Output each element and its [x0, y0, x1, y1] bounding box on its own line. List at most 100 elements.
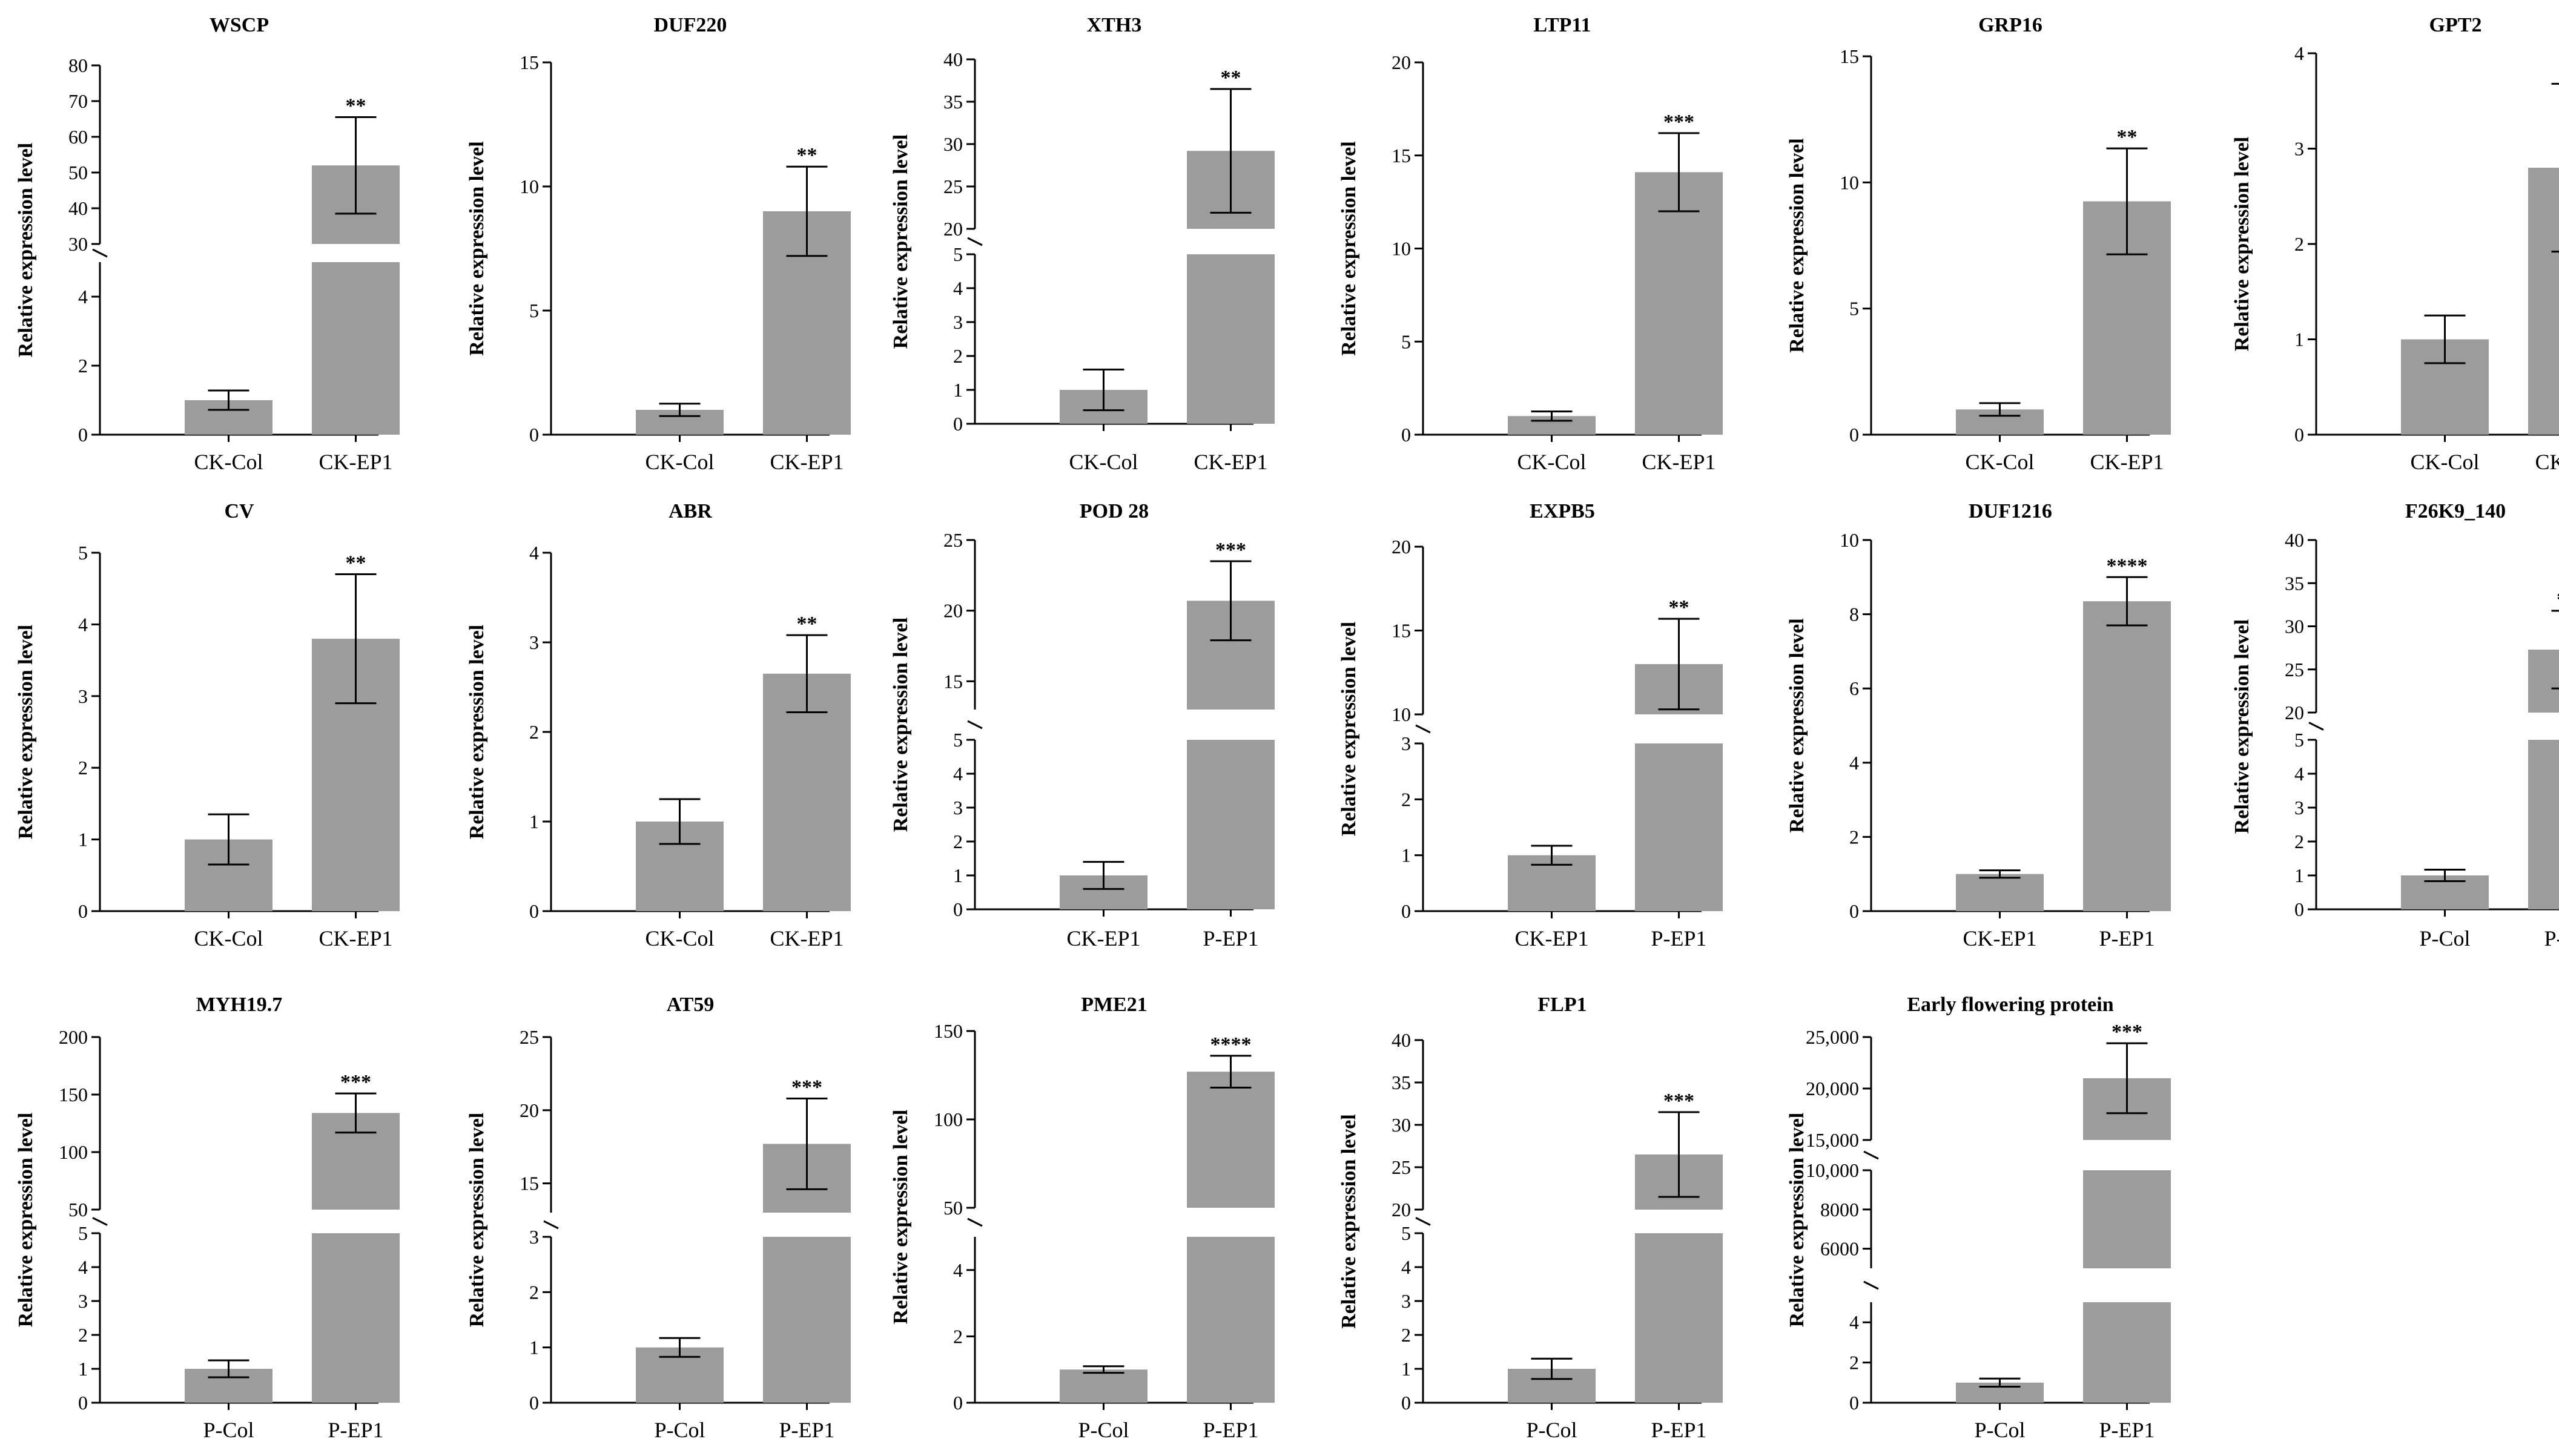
- significance-label: **: [1669, 596, 1689, 619]
- chart-panel: FLP1 Relative expression level 0 1 2 3 4 520 25 3…: [1338, 993, 1723, 1442]
- y-tick-label: 2: [953, 345, 963, 367]
- y-tick-label: 35: [943, 91, 963, 113]
- y-axis-label: Relative expression level: [15, 143, 37, 357]
- x-tick-label: CK-EP1: [770, 926, 844, 950]
- x-tick-label: P-Col: [1526, 1418, 1577, 1442]
- x-tick-label: CK-Col: [645, 450, 714, 474]
- y-tick-label: 5: [953, 729, 963, 751]
- chart-panel: GRP16 Relative expression level 0 5 10 15 CK-C…: [1786, 14, 2171, 474]
- significance-label: **: [1221, 67, 1241, 89]
- y-tick-label: 4: [2294, 763, 2304, 785]
- chart-title: AT59: [667, 993, 715, 1016]
- y-tick-label: 20: [1392, 1199, 1411, 1220]
- y-tick-label: 5: [1401, 331, 1411, 352]
- y-tick-label: 100: [59, 1141, 88, 1163]
- y-tick-label: 15: [1392, 620, 1411, 642]
- chart-panel: POD 28 Relative expression level 0 1 2 3 4 5 15 2…: [890, 500, 1275, 950]
- y-tick-label: 3: [953, 797, 963, 819]
- y-tick-label: 40: [68, 197, 88, 219]
- y-tick-label: 40: [943, 48, 963, 70]
- y-axis-label: Relative expression level: [1786, 1113, 1808, 1327]
- y-axis-label: Relative expression level: [890, 618, 912, 832]
- bar: [1187, 254, 1275, 424]
- y-axis-label: Relative expression level: [1338, 622, 1360, 836]
- x-tick-label: CK-EP1: [2535, 450, 2559, 474]
- y-tick-label: 0: [1401, 424, 1411, 446]
- chart-panel: PME21 Relative expression level 0 2 4 50 100 15…: [890, 993, 1275, 1442]
- y-tick-label: 150: [934, 1020, 963, 1042]
- y-tick-label: 8000: [1820, 1199, 1859, 1220]
- axis-break-mark: [1415, 724, 1431, 734]
- y-tick-label: 0: [1849, 424, 1859, 446]
- x-tick-label: P-EP1: [1651, 926, 1706, 950]
- y-axis-label: Relative expression level: [890, 1110, 912, 1324]
- x-tick-label: P-EP1: [1203, 926, 1258, 950]
- y-tick-label: 4: [1849, 752, 1859, 774]
- y-tick-label: 20: [943, 218, 963, 240]
- y-tick-label: 50: [68, 1199, 88, 1220]
- x-tick-label: P-EP1: [1203, 1418, 1258, 1442]
- bar: [1635, 1233, 1723, 1403]
- y-tick-label: 3: [78, 685, 88, 707]
- y-tick-label: 2: [529, 721, 539, 743]
- y-tick-label: 6: [1849, 677, 1859, 699]
- chart-panel: GPT2 Relative expression level 0 1 2 3 4 CK-Col…: [2231, 14, 2559, 474]
- y-tick-label: 100: [934, 1108, 963, 1130]
- bar: [1187, 1237, 1275, 1403]
- x-tick-label: P-EP1: [2099, 1418, 2155, 1442]
- chart-panel: ABR Relative expression level 0 1 2 3 4 CK-Col *…: [466, 500, 851, 950]
- significance-label: **: [346, 95, 366, 117]
- y-tick-label: 0: [529, 1392, 539, 1414]
- y-tick-label: 4: [2294, 42, 2304, 64]
- y-axis-label: Relative expression level: [466, 141, 488, 355]
- y-axis-label: Relative expression level: [1786, 138, 1808, 352]
- x-tick-label: CK-EP1: [1066, 926, 1140, 950]
- bar: [1187, 740, 1275, 909]
- y-tick-label: 1: [78, 829, 88, 851]
- x-tick-label: P-Col: [1078, 1418, 1129, 1442]
- significance-label: **: [797, 613, 817, 635]
- y-tick-label: 0: [953, 898, 963, 920]
- y-tick-label: 15: [520, 1173, 539, 1194]
- chart-title: DUF220: [654, 14, 727, 36]
- chart-panel: CV Relative expression level 0 1 2 3 4 5 CK-Col *…: [15, 500, 400, 950]
- axis-break-mark: [92, 248, 108, 258]
- y-tick-label: 0: [1401, 1392, 1411, 1414]
- y-tick-label: 4: [78, 286, 88, 308]
- y-tick-label: 0: [2294, 898, 2304, 920]
- y-tick-label: 4: [78, 1256, 88, 1278]
- chart-panel: WSCP Relative expression level 0 2 4 30 40 50 60…: [15, 14, 400, 474]
- chart-title: F26K9_140: [2405, 500, 2506, 522]
- y-tick-label: 25: [520, 1026, 539, 1048]
- y-tick-label: 10: [1392, 703, 1411, 725]
- y-tick-label: 3: [2294, 138, 2304, 160]
- x-tick-label: P-EP1: [779, 1418, 834, 1442]
- y-tick-label: 0: [529, 424, 539, 446]
- bar: [312, 262, 400, 435]
- y-tick-label: 30: [943, 133, 963, 155]
- bar: [2528, 740, 2559, 909]
- y-tick-label: 2: [1849, 826, 1859, 848]
- significance-label: **: [2117, 126, 2138, 148]
- y-tick-label: 4: [78, 613, 88, 635]
- y-tick-label: 1: [1401, 845, 1411, 866]
- x-tick-label: CK-EP1: [1963, 926, 2036, 950]
- chart-title: POD 28: [1080, 500, 1149, 522]
- chart-title: GRP16: [1978, 14, 2042, 36]
- y-axis-label: Relative expression level: [1338, 1114, 1360, 1328]
- axis-break-mark: [1863, 1280, 1879, 1290]
- chart-title: DUF1216: [1969, 500, 2052, 522]
- y-tick-label: 2: [1401, 1324, 1411, 1346]
- chart-title: MYH19.7: [196, 993, 283, 1016]
- y-tick-label: 0: [2294, 424, 2304, 446]
- axis-break-mark: [2308, 722, 2324, 731]
- y-tick-label: 10: [1392, 238, 1411, 260]
- y-tick-label: 40: [1392, 1029, 1411, 1051]
- significance-label: ***: [1663, 111, 1694, 133]
- bar: [2528, 168, 2559, 435]
- y-tick-label: 2: [78, 1324, 88, 1346]
- x-tick-label: CK-EP1: [1514, 926, 1588, 950]
- bar: [2528, 649, 2559, 713]
- x-tick-label: CK-Col: [1069, 450, 1138, 474]
- y-tick-label: 2: [953, 1325, 963, 1347]
